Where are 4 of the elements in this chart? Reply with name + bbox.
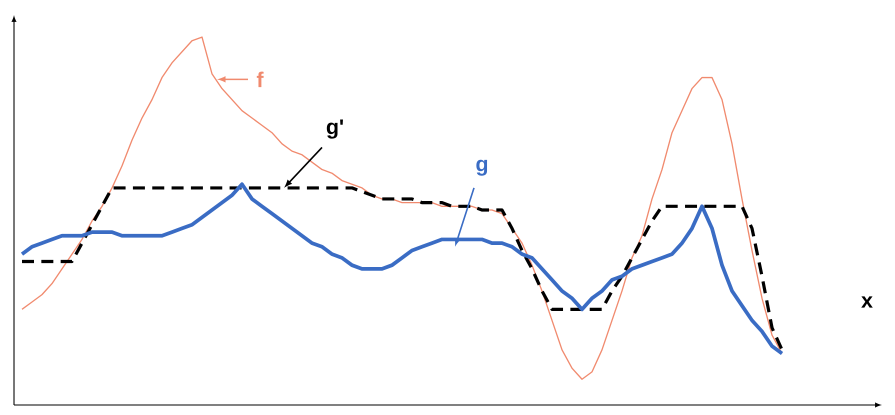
legend-label: f: [256, 72, 264, 88]
text: g': [326, 119, 343, 139]
x-axis-title: x: [861, 296, 873, 308]
text: g: [476, 160, 488, 176]
